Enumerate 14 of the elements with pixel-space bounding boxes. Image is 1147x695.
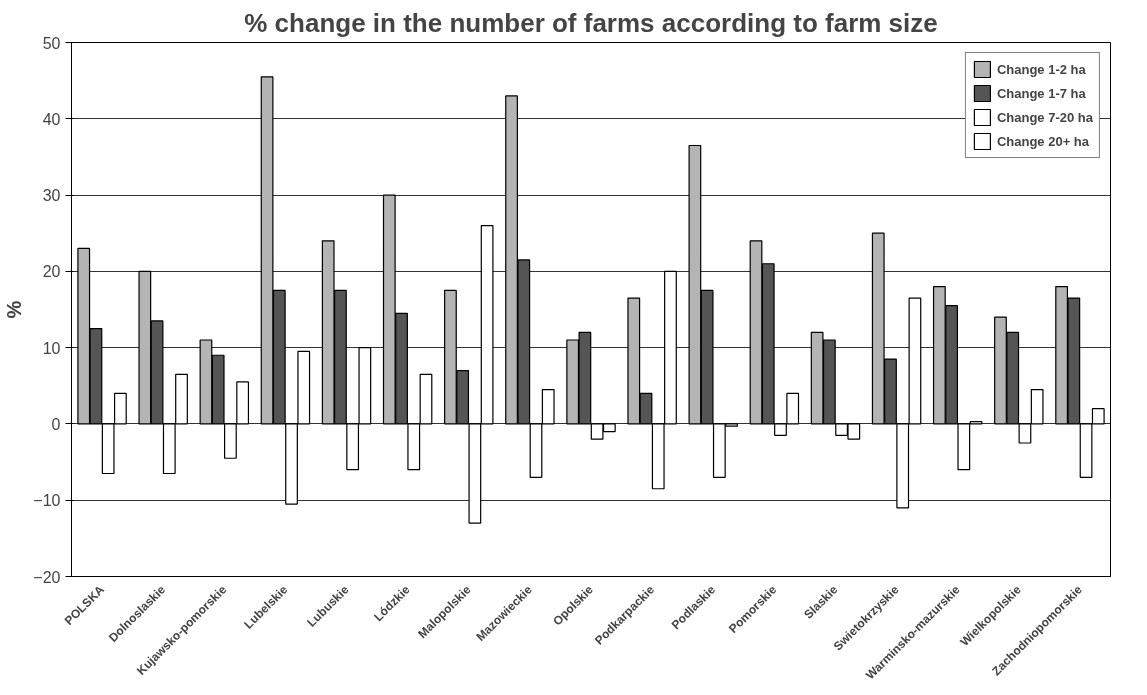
y-tick-label: 10	[42, 339, 61, 357]
chart-title: % change in the number of farms according to farm size	[244, 7, 938, 38]
y-tick-label: 20	[42, 263, 61, 281]
legend-label: Change 1-7 ha	[996, 85, 1086, 101]
legend-label: Change 1-2 ha	[996, 61, 1086, 77]
legend-label: Change 20+ ha	[996, 133, 1090, 149]
y-tick-label: 30	[42, 187, 61, 205]
legend-label: Change 7-20 ha	[996, 109, 1093, 125]
y-axis-title: %	[3, 300, 26, 319]
y-tick-label: 0	[51, 415, 61, 433]
y-tick-label: 40	[42, 110, 61, 128]
y-tick-label: 50	[42, 34, 61, 52]
y-tick-label: −20	[33, 568, 61, 586]
y-tick-label: −10	[33, 492, 61, 510]
